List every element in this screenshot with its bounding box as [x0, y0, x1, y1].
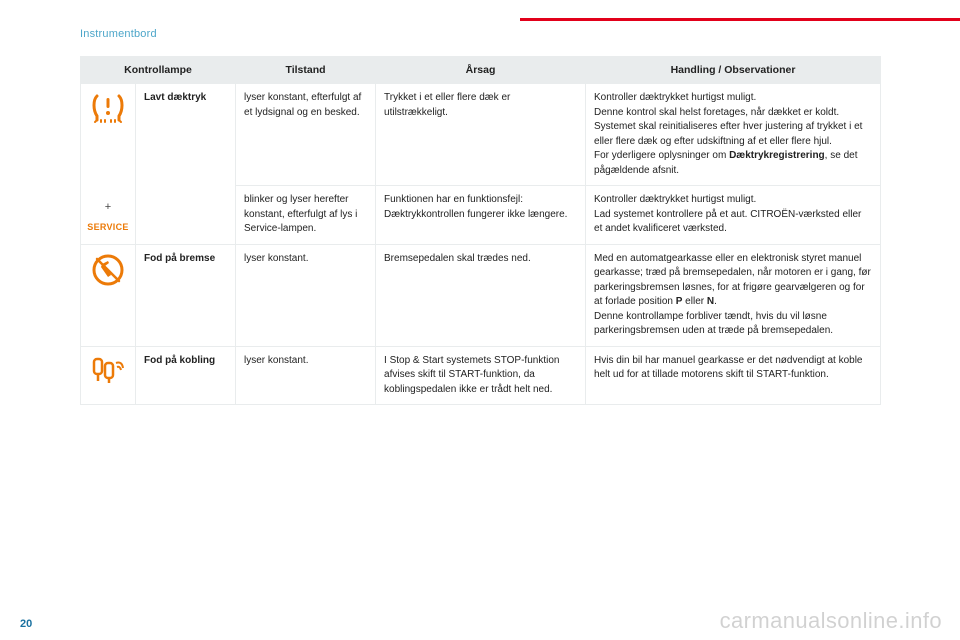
handling-text: Med en automatgearkasse eller en elektro… [594, 253, 871, 308]
tilstand-cell: lyser konstant, efterfulgt af et lydsign… [236, 84, 376, 186]
table-row: Fod på bremse lyser konstant. Bremsepeda… [81, 244, 881, 346]
tilstand-cell: lyser konstant. [236, 346, 376, 405]
icon-cell [81, 84, 136, 186]
icon-cell: + SERVICE [81, 186, 136, 245]
col-handling: Handling / Observationer [586, 57, 881, 84]
handling-cell: Hvis din bil har manuel gearkasse er det… [586, 346, 881, 405]
foot-clutch-icon [90, 355, 126, 385]
arsag-cell: Bremsepedalen skal trædes ned. [376, 244, 586, 346]
breadcrumb: Instrumentbord [80, 28, 157, 40]
lamp-name: Fod på bremse [136, 244, 236, 346]
watermark: carmanualsonline.info [720, 608, 942, 634]
page-number: 20 [20, 618, 32, 630]
lamp-name: Lavt dæktryk [136, 84, 236, 245]
col-kontrollampe: Kontrollampe [81, 57, 236, 84]
handling-bold: N [707, 296, 714, 307]
col-tilstand: Tilstand [236, 57, 376, 84]
service-icon: SERVICE [83, 221, 133, 234]
handling-bold: Dæktrykregistrering [729, 150, 825, 161]
icon-cell [81, 346, 136, 405]
warning-lamp-table: Kontrollampe Tilstand Årsag Handling / O… [80, 56, 880, 405]
arsag-cell: Funktionen har en funktionsfejl: Dæktryk… [376, 186, 586, 245]
foot-brake-icon [91, 253, 125, 287]
lamp-name: Fod på kobling [136, 346, 236, 405]
handling-cell: Kontroller dæktrykket hurtigst muligt. L… [586, 186, 881, 245]
tire-pressure-icon [89, 92, 127, 124]
handling-cell: Med en automatgearkasse eller en elektro… [586, 244, 881, 346]
tilstand-cell: blinker og lyser herefter konstant, efte… [236, 186, 376, 245]
arsag-cell: I Stop & Start systemets STOP-funktion a… [376, 346, 586, 405]
handling-cell: Kontroller dæktrykket hurtigst muligt. D… [586, 84, 881, 186]
icon-cell [81, 244, 136, 346]
table-row: Lavt dæktryk lyser konstant, efterfulgt … [81, 84, 881, 186]
tilstand-cell: lyser konstant. [236, 244, 376, 346]
table-header-row: Kontrollampe Tilstand Årsag Handling / O… [81, 57, 881, 84]
table-row: Fod på kobling lyser konstant. I Stop & … [81, 346, 881, 405]
handling-text: eller [682, 296, 706, 307]
col-arsag: Årsag [376, 57, 586, 84]
accent-stripe [520, 18, 960, 21]
arsag-cell: Trykket i et eller flere dæk er utilstræ… [376, 84, 586, 186]
plus-icon: + [83, 200, 133, 216]
